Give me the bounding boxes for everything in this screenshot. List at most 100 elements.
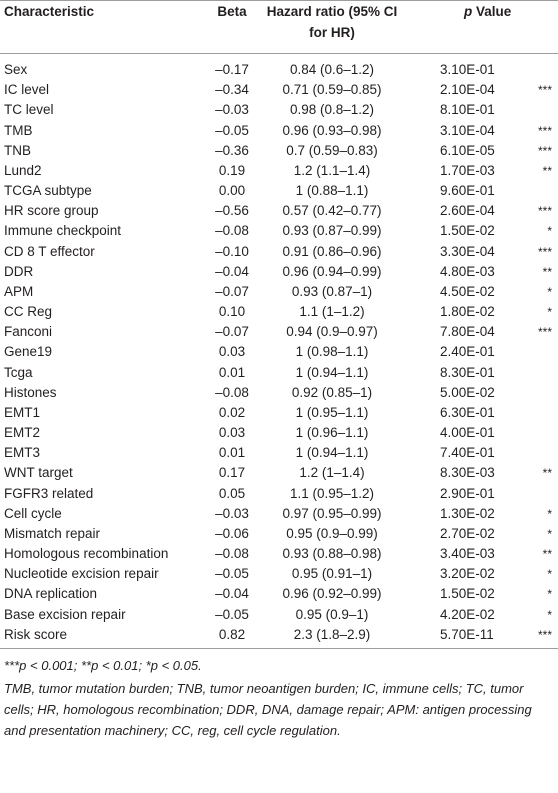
characteristic-cell: Tcga [4, 364, 33, 380]
hr-cell: 0.71 (0.59–0.85) [282, 82, 382, 98]
sig-cell: ** [542, 163, 552, 178]
hr-cell: 2.3 (1.8–2.9) [293, 626, 371, 642]
characteristic-cell: Homologous recombination [4, 546, 169, 562]
sig-cell: *** [537, 204, 552, 219]
p-cell: 1.50E-02 [440, 586, 495, 602]
sig-cell: *** [537, 627, 552, 642]
sig-cell: *** [537, 83, 552, 98]
beta-cell: –0.07 [215, 324, 249, 340]
header-cell: Hazard ratio (95% CI [266, 4, 398, 19]
sig-cell: * [547, 587, 552, 602]
p-cell: 9.60E-01 [440, 183, 495, 199]
sig-cell: * [547, 607, 552, 622]
beta-cell: –0.07 [215, 283, 249, 299]
footnote: TMB, tumor mutation burden; TNB, tumor n… [4, 680, 532, 738]
characteristic-cell: Histones [4, 384, 57, 400]
beta-cell: –0.08 [215, 223, 249, 239]
characteristic-cell: EMT2 [4, 425, 41, 441]
sig-cell: *** [537, 325, 552, 340]
beta-cell: –0.08 [215, 384, 249, 400]
top-rule [0, 0, 558, 1]
p-cell: 4.80E-03 [440, 263, 495, 279]
characteristic-cell: IC level [4, 82, 50, 98]
characteristic-cell: TCGA subtype [4, 183, 92, 199]
characteristic-cell: Cell cycle [4, 505, 62, 521]
p-cell: 3.30E-04 [440, 243, 495, 259]
hr-cell: 0.84 (0.6–1.2) [289, 62, 375, 77]
hr-cell: 1 (0.96–1.1) [295, 425, 369, 441]
sig-cell: * [547, 526, 552, 541]
characteristic-cell: Risk score [4, 626, 68, 642]
p-cell: 2.60E-04 [440, 203, 495, 219]
beta-cell: –0.34 [215, 82, 249, 98]
beta-cell: 0.05 [218, 485, 246, 501]
hr-cell: 1 (0.88–1.1) [295, 183, 369, 199]
p-cell: 3.10E-01 [440, 62, 495, 77]
hr-cell: 0.93 (0.88–0.98) [282, 546, 382, 562]
characteristic-cell: CC Reg [4, 304, 53, 320]
beta-cell: –0.56 [215, 203, 249, 219]
characteristic-cell: Fanconi [4, 324, 53, 340]
characteristic-cell: TNB [4, 142, 31, 158]
header-cell: p Value [464, 2, 511, 22]
beta-cell: –0.36 [215, 142, 249, 158]
characteristic-cell: Mismatch repair [4, 525, 101, 541]
hr-cell: 0.95 (0.9–0.99) [286, 525, 378, 541]
beta-cell: 0.01 [218, 364, 246, 380]
p-cell: 1.30E-02 [440, 505, 495, 521]
beta-cell: 0.03 [218, 425, 246, 441]
sig-cell: * [547, 284, 552, 299]
beta-cell: 0.03 [218, 344, 246, 360]
p-cell: 8.10E-01 [440, 102, 495, 118]
hr-cell: 0.91 (0.86–0.96) [282, 243, 382, 259]
sig-cell: * [547, 224, 552, 239]
hr-cell: 0.97 (0.95–0.99) [282, 505, 382, 521]
p-cell: 3.20E-02 [440, 566, 495, 582]
characteristic-cell: TMB [4, 122, 33, 138]
p-cell: 2.90E-01 [440, 485, 495, 501]
sig-cell: ** [542, 466, 552, 481]
beta-cell: –0.04 [215, 586, 249, 602]
characteristic-cell: Sex [4, 62, 28, 77]
p-cell: 6.30E-01 [440, 404, 495, 420]
p-cell: 7.80E-04 [440, 324, 495, 340]
beta-cell: –0.03 [215, 102, 249, 118]
p-cell: 6.10E-05 [440, 142, 495, 158]
hr-cell: 1 (0.94–1.1) [295, 364, 369, 380]
hr-cell: 0.95 (0.91–1) [291, 566, 373, 582]
header-rule [0, 53, 558, 54]
beta-cell: –0.06 [215, 525, 249, 541]
beta-cell: –0.17 [215, 62, 249, 77]
hr-cell: 0.57 (0.42–0.77) [282, 203, 382, 219]
p-cell: 1.80E-02 [440, 304, 495, 320]
hr-cell: 1 (0.95–1.1) [295, 404, 369, 420]
p-cell: 5.00E-02 [440, 384, 495, 400]
hr-cell: 0.95 (0.9–1) [295, 606, 369, 622]
characteristic-cell: WNT target [4, 465, 73, 481]
header-cell: Beta [217, 4, 247, 19]
sig-cell: *** [537, 244, 552, 259]
beta-cell: –0.05 [215, 566, 249, 582]
characteristic-cell: Nucleotide excision repair [4, 566, 159, 582]
header-cell: for HR) [309, 25, 355, 40]
hr-cell: 0.98 (0.8–1.2) [289, 102, 375, 118]
sig-cell: *** [537, 143, 552, 158]
characteristic-cell: EMT1 [4, 404, 41, 420]
characteristic-cell: TC level [4, 102, 54, 118]
p-cell: 2.70E-02 [440, 525, 495, 541]
beta-cell: –0.03 [215, 505, 249, 521]
beta-cell: 0.00 [218, 183, 246, 199]
characteristic-cell: DDR [4, 263, 34, 279]
characteristic-cell: DNA replication [4, 586, 98, 602]
characteristic-cell: CD 8 T effector [4, 243, 95, 259]
sig-cell: *** [537, 123, 552, 138]
sig-cell: * [547, 506, 552, 521]
beta-cell: 0.19 [218, 162, 246, 178]
header-italic: p [464, 4, 473, 19]
characteristic-cell: HR score group [4, 203, 99, 219]
p-cell: 1.70E-03 [440, 162, 495, 178]
bottom-rule [0, 647, 558, 649]
p-cell: 5.70E-11 [440, 626, 494, 642]
hr-cell: 1 (0.98–1.1) [295, 344, 369, 360]
characteristic-cell: Base excision repair [4, 606, 126, 622]
